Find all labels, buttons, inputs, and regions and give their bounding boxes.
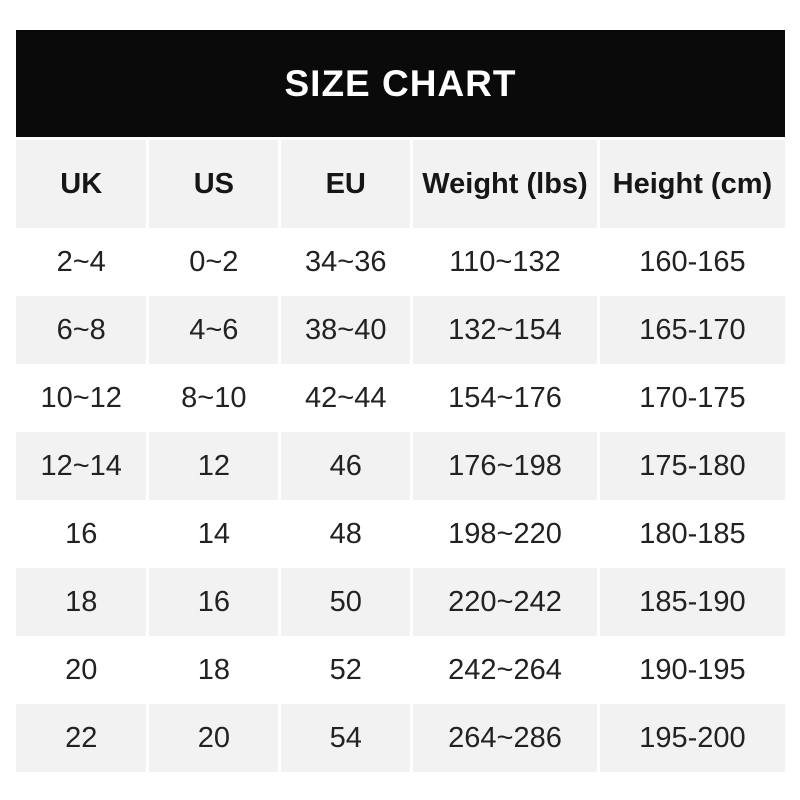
table-row: 18 16 50 220~242 185-190 [16, 568, 785, 636]
table-cell: 0~2 [146, 228, 280, 296]
table-cell: 176~198 [410, 432, 599, 500]
table-row: 12~14 12 46 176~198 175-180 [16, 432, 785, 500]
table-cell: 12~14 [16, 432, 148, 500]
table-cell: 10~12 [16, 364, 148, 432]
table-cell: 38~40 [278, 296, 412, 364]
table-cell: 42~44 [278, 364, 412, 432]
table-cell: 6~8 [16, 296, 148, 364]
table-cell: 165-170 [596, 296, 785, 364]
table-cell: 170-175 [596, 364, 785, 432]
table-cell: 2~4 [16, 228, 148, 296]
table-cell: 18 [146, 636, 280, 704]
table-cell: 198~220 [410, 500, 599, 568]
table-cell: 46 [278, 432, 412, 500]
table-cell: 132~154 [410, 296, 599, 364]
table-row: 6~8 4~6 38~40 132~154 165-170 [16, 296, 785, 364]
table-cell: 154~176 [410, 364, 599, 432]
header-row: UK US EU Weight (lbs) Height (cm) [16, 140, 785, 228]
table-cell: 18 [16, 568, 148, 636]
table-row: 22 20 54 264~286 195-200 [16, 704, 785, 772]
table-cell: 160-165 [596, 228, 785, 296]
table-cell: 20 [16, 636, 148, 704]
table-cell: 175-180 [596, 432, 785, 500]
table-cell: 185-190 [596, 568, 785, 636]
table-cell: 14 [146, 500, 280, 568]
table-cell: 220~242 [410, 568, 599, 636]
table-body: 2~4 0~2 34~36 110~132 160-165 6~8 4~6 38~40 132~… [16, 228, 785, 772]
column-header: US [146, 140, 280, 228]
table-cell: 8~10 [146, 364, 280, 432]
column-header: Height (cm) [596, 140, 785, 228]
table-row: 20 18 52 242~264 190-195 [16, 636, 785, 704]
size-chart-card: SIZE CHART UK US EU Weight (lbs) Height (cm)… [16, 30, 785, 772]
table-cell: 20 [146, 704, 280, 772]
page-title: SIZE CHART [284, 63, 517, 104]
table-cell: 16 [146, 568, 280, 636]
table-row: 10~12 8~10 42~44 154~176 170-175 [16, 364, 785, 432]
column-header: EU [278, 140, 412, 228]
table-cell: 180-185 [596, 500, 785, 568]
size-chart-title-bar: SIZE CHART [16, 30, 785, 137]
size-chart-table: UK US EU Weight (lbs) Height (cm) 2~4 0~2 34~3… [16, 140, 785, 772]
column-header: Weight (lbs) [410, 140, 599, 228]
table-cell: 54 [278, 704, 412, 772]
column-header: UK [16, 140, 148, 228]
table-cell: 4~6 [146, 296, 280, 364]
table-cell: 12 [146, 432, 280, 500]
table-cell: 48 [278, 500, 412, 568]
table-cell: 110~132 [410, 228, 599, 296]
table-cell: 52 [278, 636, 412, 704]
table-cell: 195-200 [596, 704, 785, 772]
table-row: 16 14 48 198~220 180-185 [16, 500, 785, 568]
table-cell: 50 [278, 568, 412, 636]
table-cell: 16 [16, 500, 148, 568]
table-cell: 242~264 [410, 636, 599, 704]
table-row: 2~4 0~2 34~36 110~132 160-165 [16, 228, 785, 296]
table-cell: 264~286 [410, 704, 599, 772]
table-cell: 34~36 [278, 228, 412, 296]
table-cell: 190-195 [596, 636, 785, 704]
table-cell: 22 [16, 704, 148, 772]
